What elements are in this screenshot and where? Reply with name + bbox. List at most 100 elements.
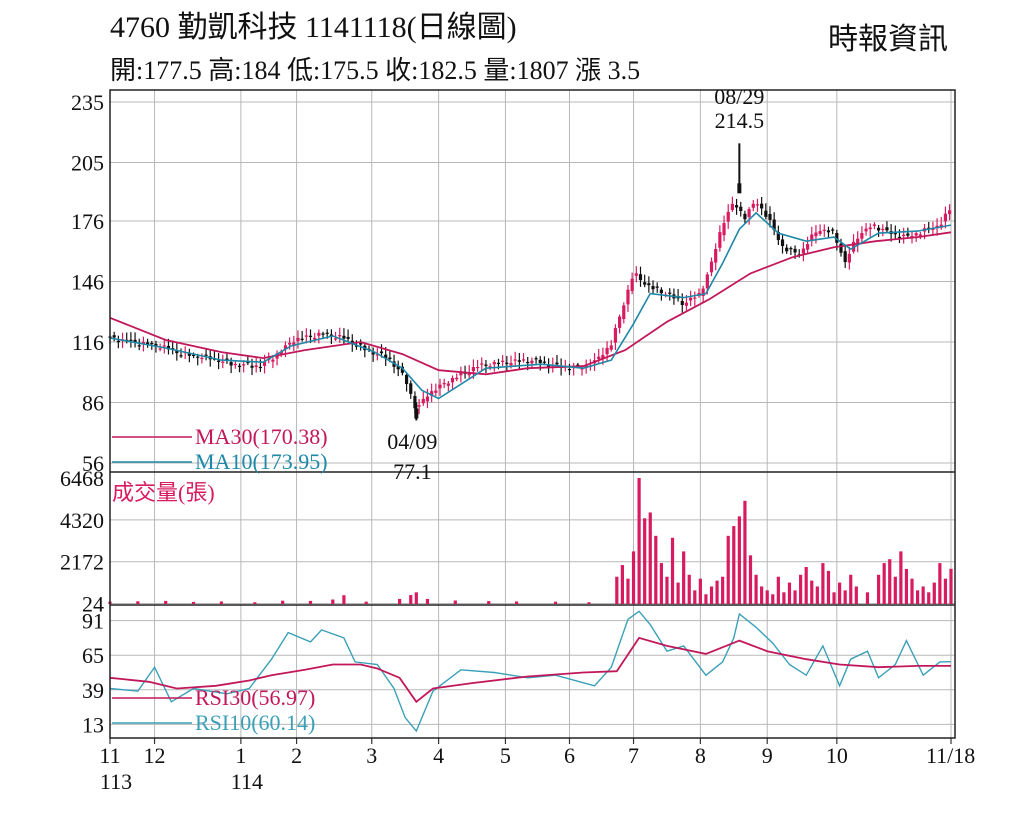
volume-bar [787,582,792,604]
volume-y-tick-label: 2172 [60,550,104,575]
volume-bar [514,601,519,604]
candle-body [404,374,409,385]
volume-bar [832,592,836,604]
candle-body [262,361,267,366]
candle-body [450,378,455,383]
volume-bar [191,601,196,604]
candle-body [221,361,225,363]
volume-bar [648,512,652,604]
candle-body [826,230,831,233]
volume-bar [821,563,825,604]
volume-bar [364,601,368,604]
candle-body [747,209,751,218]
candle-body [730,203,734,210]
candle-body [647,283,651,286]
candle-body [321,333,325,335]
candle-body [739,206,743,212]
volume-bar [425,598,430,604]
volume-bar [888,559,892,604]
candle-body [112,335,116,338]
candle-body [283,345,288,350]
trough-value-annotation: 77.1 [393,459,432,484]
volume-bar [709,586,714,604]
candle-body [292,342,296,346]
peak-date-annotation: 08/29 [714,84,764,109]
candle-body [141,342,146,344]
candle-body [885,227,889,231]
candle-body [145,342,150,345]
candle-body [914,233,918,236]
candle-body [810,234,814,241]
candle-body [446,383,450,386]
candle-body [768,213,772,220]
chart-frame [109,89,956,739]
candle-body [296,337,300,342]
candle-body [584,364,588,368]
candle-body [601,354,605,359]
rsi30-legend-label: RSI30(56.97) [195,685,315,710]
candle-body [455,377,459,380]
candle-body [359,343,363,345]
candle-body [166,345,171,350]
x-tick-label: 8 [695,743,706,768]
volume-bar [921,586,925,604]
candle-body [655,286,659,288]
candle-body [626,289,630,305]
volume-bar [943,578,948,604]
candle-body [242,364,246,366]
candle-body [835,232,839,243]
candle-body [354,345,359,347]
candle-body [501,360,505,362]
candle-body [471,367,476,372]
candle-body [638,274,643,281]
candle-body [872,224,877,226]
volume-bar [281,600,285,604]
volume-bar [342,595,346,604]
volume-bar [219,601,223,604]
chart-outer-frame [109,89,956,739]
candle-body [693,297,697,299]
volume-bar [643,518,647,604]
candle-body [133,339,137,342]
candle-body [785,247,789,252]
rsi-y-tick-label: 65 [82,643,104,668]
candle-body [542,361,547,363]
candle-body [805,244,810,250]
candle-body [513,359,517,361]
volume-bar [799,574,803,604]
candle-body [288,342,292,345]
volume-bar [893,576,897,604]
candle-body [371,352,375,355]
candle-body [722,223,726,236]
volume-bar [453,600,457,604]
candle-body [751,203,755,208]
x-tick-label: 11 [99,743,120,768]
rsi30-line [109,636,951,704]
volume-bar [409,595,413,604]
candle-body [413,395,417,409]
candle-body [860,233,864,239]
candle-body [279,351,283,355]
candle-body [580,368,584,370]
candle-body [254,365,258,368]
volume-bar [665,576,669,604]
candle-body [868,227,872,230]
candle-body [417,405,421,407]
rsi-y-tick-label: 39 [82,678,104,703]
x-tick-label: 11/18 [926,743,975,768]
x-tick-label: 12 [144,743,166,768]
volume-bar [882,563,886,604]
volume-bar [754,574,758,604]
candle-body [755,204,760,206]
volume-bar [136,601,140,604]
volume-bar [849,574,853,604]
volume-bar [659,563,663,604]
volume-bar [760,586,764,604]
candle-body [438,384,442,389]
candle-body [680,301,684,306]
x-tick-label: 7 [628,743,639,768]
x-tick-label: 3 [366,743,377,768]
extreme-candle-body [737,183,742,194]
candle-body [634,273,638,276]
